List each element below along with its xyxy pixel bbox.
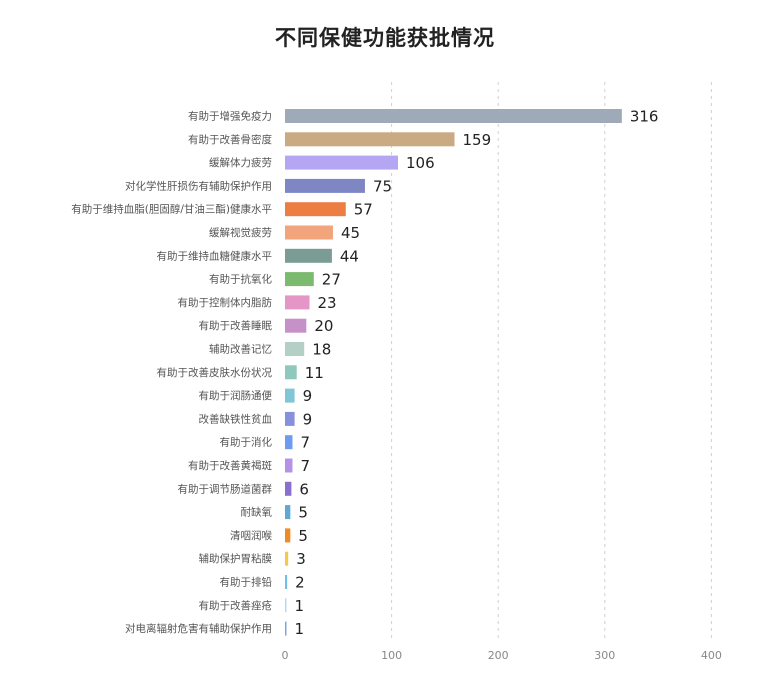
bar bbox=[285, 155, 398, 170]
category-label: 有助于改善骨密度 bbox=[188, 133, 272, 146]
bar bbox=[285, 342, 305, 356]
bar bbox=[285, 132, 455, 147]
data-label: 5 bbox=[298, 504, 308, 522]
data-label: 316 bbox=[630, 108, 659, 126]
data-label: 7 bbox=[300, 457, 310, 475]
category-label: 对电离辐射危害有辅助保护作用 bbox=[125, 622, 272, 635]
bar bbox=[285, 388, 295, 403]
category-label: 有助于抗氧化 bbox=[209, 273, 272, 286]
category-label: 有助于调节肠道菌群 bbox=[178, 482, 273, 495]
bar bbox=[285, 575, 288, 589]
category-label: 对化学性肝损伤有辅助保护作用 bbox=[125, 179, 272, 192]
data-label: 5 bbox=[298, 527, 308, 545]
data-label: 9 bbox=[303, 410, 313, 428]
data-label: 44 bbox=[340, 247, 359, 265]
category-label: 有助于改善痤疮 bbox=[199, 599, 273, 612]
category-label: 有助于控制体内脂肪 bbox=[178, 296, 273, 309]
bar bbox=[285, 202, 346, 217]
bar bbox=[285, 458, 293, 473]
bar bbox=[285, 435, 293, 450]
category-label: 有助于消化 bbox=[220, 436, 273, 449]
data-label: 6 bbox=[299, 480, 309, 498]
data-label: 2 bbox=[295, 574, 305, 592]
bar bbox=[285, 621, 287, 636]
bar bbox=[285, 505, 291, 520]
bar bbox=[285, 225, 333, 240]
x-tick-label: 300 bbox=[594, 649, 615, 662]
bar bbox=[285, 528, 291, 543]
category-label: 有助于改善皮肤水份状况 bbox=[157, 366, 273, 379]
bar bbox=[285, 551, 289, 566]
category-label: 辅助改善记忆 bbox=[209, 343, 272, 356]
category-label: 有助于改善黄褐斑 bbox=[188, 459, 272, 472]
data-label: 18 bbox=[312, 341, 331, 359]
data-label: 57 bbox=[354, 201, 373, 219]
category-label: 改善缺铁性贫血 bbox=[199, 412, 273, 425]
data-label: 11 bbox=[305, 364, 324, 382]
category-label: 有助于增强免疫力 bbox=[188, 110, 272, 123]
bar bbox=[285, 109, 622, 123]
data-label: 1 bbox=[295, 597, 305, 615]
category-label: 辅助保护胃粘膜 bbox=[199, 552, 273, 565]
bar bbox=[285, 411, 295, 426]
bar bbox=[285, 318, 307, 333]
bar bbox=[285, 295, 310, 310]
data-label: 27 bbox=[322, 271, 341, 289]
bar bbox=[285, 481, 292, 496]
bar bbox=[285, 365, 297, 380]
category-label: 有助于维持血脂(胆固醇/甘油三酯)健康水平 bbox=[71, 203, 272, 216]
data-label: 45 bbox=[341, 224, 360, 242]
chart-title: 不同保健功能获批情况 bbox=[275, 26, 495, 50]
bar bbox=[285, 248, 332, 263]
data-label: 23 bbox=[318, 294, 337, 312]
category-label: 缓解体力疲劳 bbox=[209, 156, 272, 169]
category-label: 有助于排铅 bbox=[220, 576, 273, 589]
category-label: 清咽润喉 bbox=[230, 529, 272, 542]
category-label: 耐缺氧 bbox=[241, 506, 273, 519]
data-label: 3 bbox=[296, 550, 306, 568]
data-label: 9 bbox=[303, 387, 313, 405]
bar bbox=[285, 178, 365, 193]
bar bbox=[285, 272, 314, 287]
category-label: 缓解视觉疲劳 bbox=[209, 226, 272, 239]
data-label: 75 bbox=[373, 177, 392, 195]
category-label: 有助于润肠通便 bbox=[199, 389, 273, 402]
bar bbox=[285, 598, 287, 613]
data-label: 20 bbox=[314, 317, 333, 335]
data-label: 159 bbox=[462, 131, 491, 149]
data-label: 1 bbox=[295, 620, 305, 638]
x-tick-label: 400 bbox=[701, 649, 722, 662]
x-tick-label: 200 bbox=[488, 649, 509, 662]
x-tick-label: 100 bbox=[381, 649, 402, 662]
category-label: 有助于维持血糖健康水平 bbox=[157, 249, 273, 262]
data-label: 7 bbox=[300, 434, 310, 452]
x-tick-label: 0 bbox=[282, 649, 289, 662]
data-label: 106 bbox=[406, 154, 435, 172]
category-label: 有助于改善睡眠 bbox=[199, 319, 273, 332]
